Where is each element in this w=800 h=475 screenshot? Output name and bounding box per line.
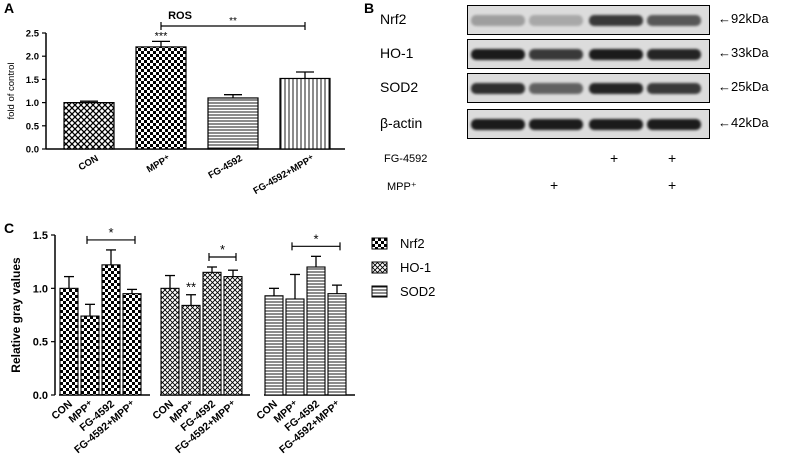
treatment-plus-mark: + bbox=[610, 150, 619, 166]
y-tick-label: 0.0 bbox=[33, 390, 48, 402]
x-tick-label: MPP⁺ bbox=[145, 153, 173, 175]
blot-band bbox=[529, 83, 583, 94]
panel-label-c: C bbox=[4, 220, 15, 236]
blot-row-label: SOD2 bbox=[380, 79, 419, 95]
significance-label: ** bbox=[229, 16, 237, 27]
panel-label-a: A bbox=[4, 0, 15, 16]
significance-label: * bbox=[220, 242, 225, 257]
bar bbox=[223, 276, 243, 396]
blot-band bbox=[529, 49, 583, 60]
bar bbox=[181, 304, 201, 396]
bar bbox=[101, 264, 121, 396]
y-axis-label: Relative gray values bbox=[9, 257, 23, 373]
blot-row-label: HO-1 bbox=[380, 45, 414, 61]
blot-strip bbox=[467, 5, 710, 35]
blot-strip bbox=[467, 73, 710, 103]
legend-label: SOD2 bbox=[400, 284, 435, 299]
blot-band bbox=[529, 119, 583, 130]
y-tick-label: 1.0 bbox=[33, 283, 48, 295]
y-axis-label: fold of control bbox=[6, 62, 17, 119]
significance-label: * bbox=[108, 225, 113, 240]
ros-bar-chart: ROS 0.0 0.5 1.0 1.5 2.0 2.5 fold of control CON M… bbox=[6, 10, 345, 197]
y-tick-label: 0.0 bbox=[26, 145, 39, 156]
legend-swatch bbox=[371, 261, 388, 274]
blot-strip bbox=[467, 109, 710, 139]
bar bbox=[202, 271, 222, 396]
legend-swatch bbox=[371, 285, 388, 298]
bar bbox=[207, 97, 259, 150]
treatment-plus-mark: + bbox=[550, 177, 559, 193]
x-tick-label: CON bbox=[77, 153, 101, 173]
blot-band bbox=[647, 15, 701, 26]
treatment-plus-mark: + bbox=[668, 150, 677, 166]
bar bbox=[285, 298, 305, 396]
panel-a: ROS 0.0 0.5 1.0 1.5 2.0 2.5 fold of control CON M… bbox=[0, 0, 360, 205]
y-tick-label: 0.5 bbox=[26, 121, 40, 132]
blot-band bbox=[589, 15, 643, 26]
legend-label: Nrf2 bbox=[400, 236, 425, 251]
blot-band bbox=[589, 83, 643, 94]
blot-band bbox=[647, 49, 701, 60]
blot-row-label: β-actin bbox=[380, 115, 423, 131]
legend-swatch bbox=[371, 237, 388, 250]
y-tick-label: 1.5 bbox=[26, 75, 40, 86]
molecular-weight-label: ←25kDa bbox=[718, 79, 769, 94]
blot-row-label: Nrf2 bbox=[380, 11, 407, 27]
blot-band bbox=[647, 119, 701, 130]
bar bbox=[327, 293, 347, 396]
molecular-weight-label: ←92kDa bbox=[718, 11, 769, 26]
y-tick-label: 0.5 bbox=[33, 337, 48, 349]
bar bbox=[135, 46, 187, 150]
blot-band bbox=[471, 49, 525, 60]
blot-strip bbox=[467, 39, 710, 69]
y-tick-label: 1.0 bbox=[26, 98, 39, 109]
bar bbox=[306, 266, 326, 396]
treatment-plus-mark: + bbox=[668, 177, 677, 193]
treatment-label: FG-4592 bbox=[384, 153, 428, 165]
blot-band bbox=[589, 119, 643, 130]
x-tick-label: FG-4592+MPP⁺ bbox=[252, 153, 317, 197]
blot-band bbox=[589, 49, 643, 60]
blot-band bbox=[471, 15, 525, 26]
panel-c: 0.0 0.5 1.0 1.5 Relative gray values CON MPP⁺ F… bbox=[0, 220, 800, 470]
significance-label: ** bbox=[186, 280, 196, 295]
bar bbox=[122, 293, 142, 396]
chart-a-title: ROS bbox=[168, 10, 192, 22]
bar bbox=[279, 77, 331, 150]
blot-band bbox=[471, 119, 525, 130]
significance-label: *** bbox=[155, 30, 169, 42]
y-tick-label: 2.0 bbox=[26, 52, 39, 63]
bar bbox=[264, 295, 284, 396]
legend-label: HO-1 bbox=[400, 260, 431, 275]
significance-label: * bbox=[313, 231, 318, 246]
blot-band bbox=[529, 15, 583, 26]
blot-band bbox=[471, 83, 525, 94]
bar bbox=[160, 287, 180, 396]
x-tick-label: FG-4592 bbox=[207, 153, 245, 181]
molecular-weight-label: ←33kDa bbox=[718, 45, 769, 60]
bar bbox=[63, 101, 115, 150]
bar bbox=[59, 287, 79, 396]
molecular-weight-label: ←42kDa bbox=[718, 115, 769, 130]
treatment-label: MPP⁺ bbox=[387, 181, 417, 193]
panel-b-western-blot: Nrf2 ←92kDa HO-1 ←33kDa SOD2 ←25kDa β-actin ←42… bbox=[360, 0, 800, 205]
panel-label-b: B bbox=[364, 0, 375, 16]
y-tick-label: 2.5 bbox=[26, 29, 40, 40]
bar bbox=[80, 315, 100, 396]
blot-band bbox=[647, 83, 701, 94]
y-tick-label: 1.5 bbox=[33, 230, 48, 242]
